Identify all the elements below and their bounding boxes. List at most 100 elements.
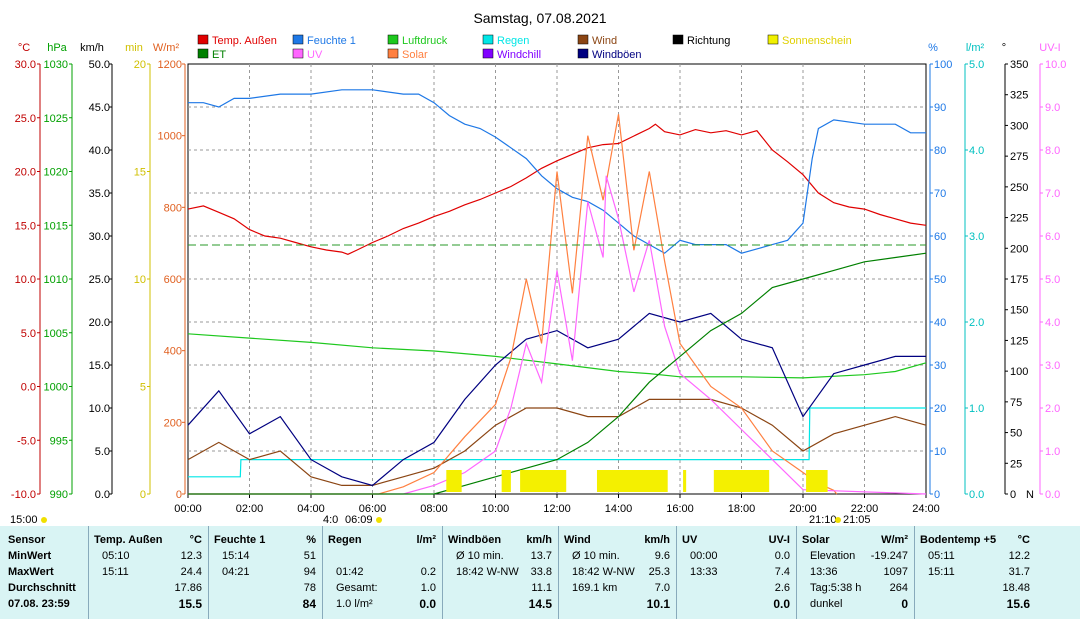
axis-tick-label-hpa: 1030 <box>44 59 68 71</box>
axis-tick-label-kmh: 25.0 <box>89 274 110 286</box>
axis-tick-label-uvi: 4.0 <box>1045 317 1060 329</box>
cell-value: 264 <box>889 582 908 594</box>
axis-tick-label-temp: 0.0 <box>21 382 36 394</box>
x-tick-label: 20:00 <box>789 503 817 515</box>
sunrise-time: 06:09 <box>345 514 373 526</box>
legend-swatch <box>387 48 399 59</box>
series-line <box>188 114 838 495</box>
column-unit: l/m² <box>416 534 436 546</box>
axis-tick-label-pct: 20 <box>934 403 946 415</box>
legend-item: Regen <box>482 34 529 47</box>
series-line <box>187 123 927 255</box>
row-label: Sensor <box>8 534 46 546</box>
axis-unit-pct: % <box>928 42 938 54</box>
sunset-icon <box>835 517 841 523</box>
legend-item: Feuchte 1 <box>292 34 356 47</box>
series-line <box>187 312 926 487</box>
axis-tick-label-kmh: 20.0 <box>89 317 110 329</box>
legend-swatch <box>672 34 684 45</box>
legend-swatch <box>577 34 589 45</box>
axis-unit-uvi: UV-I <box>1039 42 1060 54</box>
axis-tick-label-lm2: 0.0 <box>969 489 984 501</box>
column-title: Bodentemp +5 <box>920 534 997 546</box>
cell-value: 51 <box>303 550 316 562</box>
row-label: MinWert <box>8 550 52 562</box>
sunshine-block <box>520 470 567 492</box>
axis-tick-label-uvi: 2.0 <box>1045 403 1060 415</box>
cell-value: 14.5 <box>528 597 552 611</box>
stats-column: Feuchte 1% 15:14 51 04:21 94 78 84 <box>214 526 316 619</box>
axis-tick-label-deg: 200 <box>1010 243 1028 255</box>
legend-swatch <box>482 34 494 45</box>
axis-tick-label-hpa: 1005 <box>44 328 68 340</box>
series-line <box>187 333 927 379</box>
column-separator <box>796 526 797 619</box>
column-separator <box>208 526 209 619</box>
x-tick-label: 24:00 <box>912 503 940 515</box>
time-marker-left: 15:00 <box>10 514 38 526</box>
time-marker-b: 21:10 <box>809 514 837 526</box>
axis-tick-label-pct: 10 <box>934 446 946 458</box>
axis-tick-label-temp: 25.0 <box>15 113 36 125</box>
cell-value: 0.2 <box>420 566 436 578</box>
column-unit: W/m² <box>881 534 908 546</box>
series-line <box>187 398 927 486</box>
legend-swatch <box>577 48 589 59</box>
axis-tick-label-kmh: 15.0 <box>89 360 110 372</box>
axis-tick-label-pct: 70 <box>934 188 946 200</box>
axis-tick-label-min: 15 <box>134 167 146 179</box>
axis-tick-label-hpa: 1010 <box>44 274 68 286</box>
sunshine-block <box>683 470 687 492</box>
x-tick-label: 12:00 <box>543 503 571 515</box>
axis-tick-label-deg: 125 <box>1010 335 1028 347</box>
stats-column: Solar W/m² Elevation -19.247 13:36 1097 Tag:5:… <box>802 526 908 619</box>
cell-value: 15.6 <box>1006 597 1030 611</box>
cell-label: Ø 10 min. <box>456 550 504 562</box>
axis-tick-label-kmh: 10.0 <box>89 403 110 415</box>
cell-label: 04:21 <box>222 566 250 578</box>
legend-label: UV <box>307 49 323 61</box>
axis-tick-label-deg: 325 <box>1010 90 1028 102</box>
legend-label: Wind <box>592 35 617 47</box>
axis-unit-min: min <box>125 42 143 54</box>
axis-tick-label-deg: 175 <box>1010 274 1028 286</box>
axis-tick-label-min: 20 <box>134 59 146 71</box>
cell-label: 13:36 <box>810 566 838 578</box>
legend-swatch <box>292 48 304 59</box>
axis-tick-label-uvi: 7.0 <box>1045 188 1060 200</box>
cell-label: Elevation <box>810 550 856 562</box>
column-separator <box>442 526 443 619</box>
axis-tick-label-pct: 100 <box>934 59 952 71</box>
axis-tick-label-uvi: 5.0 <box>1045 274 1060 286</box>
stats-column: Windböen km/h Ø 10 min. 13.7 18:42 W-NW 33.8 1… <box>448 526 552 619</box>
sunshine-block <box>713 470 770 492</box>
cell-label: 18:42 W-NW <box>572 566 635 578</box>
axis-tick-label-pct: 50 <box>934 274 946 286</box>
axis-tick-label-deg: 350 <box>1010 59 1028 71</box>
legend-label: Richtung <box>687 35 730 47</box>
cell-value: 1.0 <box>420 582 436 594</box>
axis-tick-label-deg: 25 <box>1010 458 1022 470</box>
legend-label: Feuchte 1 <box>307 35 356 47</box>
column-title: Wind <box>564 534 591 546</box>
axis-tick-label-hpa: 995 <box>50 435 68 447</box>
cell-value: 0.0 <box>774 550 790 562</box>
legend-label: Luftdruck <box>402 35 448 47</box>
axis-tick-label-wm2: 600 <box>164 274 182 286</box>
axis-unit-deg: ° <box>1002 42 1006 54</box>
legend-item: UV <box>292 48 323 61</box>
cell-value: 33.8 <box>530 566 552 578</box>
axis-tick-label-kmh: 50.0 <box>89 59 110 71</box>
axis-unit-lm2: l/m² <box>966 42 985 54</box>
stats-column: Bodentemp +5 °C 05:11 12.2 15:11 31.7 18.48 15.… <box>920 526 1030 619</box>
cell-value: 31.7 <box>1008 566 1030 578</box>
axis-tick-label-uvi: 10.0 <box>1045 59 1066 71</box>
cell-value: 15.5 <box>178 597 202 611</box>
chart-title: Samstag, 07.08.2021 <box>473 10 606 26</box>
cell-value: 11.1 <box>531 582 552 594</box>
x-tick-label: 08:00 <box>420 503 448 515</box>
series-line <box>188 252 927 495</box>
axis-tick-label-deg: 100 <box>1010 366 1028 378</box>
axis-tick-label-wm2: 400 <box>164 346 182 358</box>
axis-tick-label-pct: 60 <box>934 231 946 243</box>
